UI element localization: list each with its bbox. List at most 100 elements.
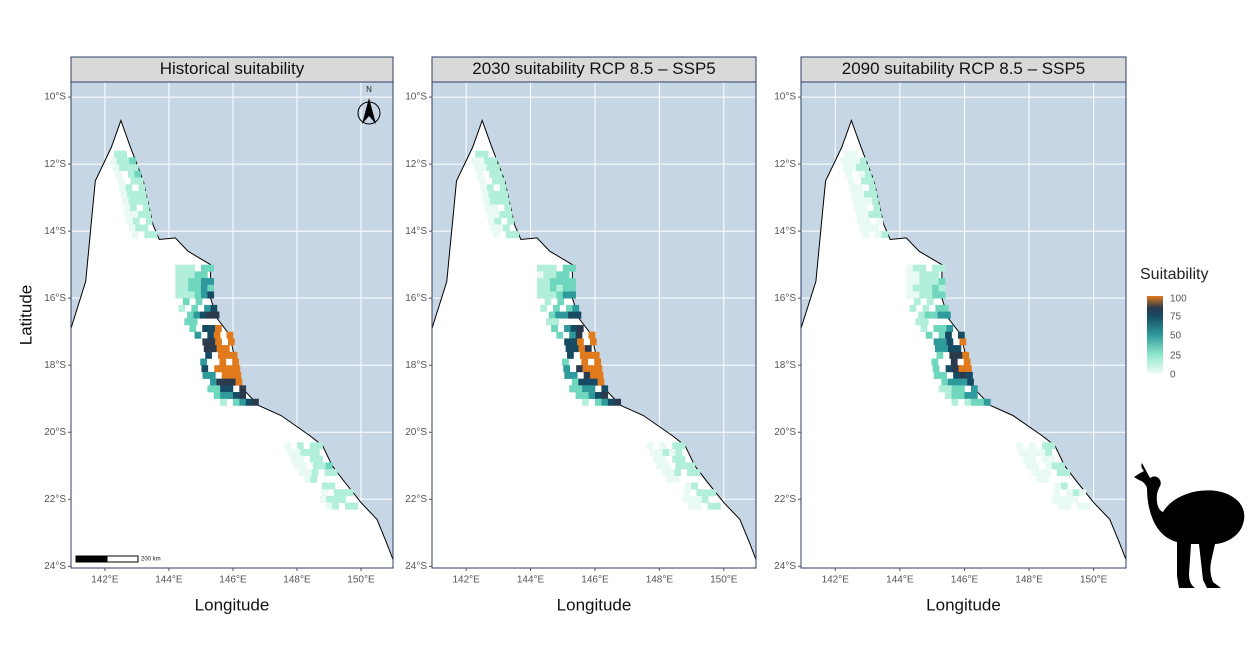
- x-axis-label: Longitude: [195, 595, 270, 614]
- suitability-cell: [189, 325, 197, 333]
- suitability-cell: [232, 358, 239, 366]
- suitability-cell: [122, 157, 130, 165]
- suitability-cell: [906, 278, 914, 286]
- colorbar: [1147, 296, 1163, 374]
- suitability-cell: [563, 365, 571, 373]
- suitability-cell: [239, 392, 247, 400]
- y-tick-label: 16°S: [774, 293, 796, 304]
- suitability-cell: [324, 469, 332, 477]
- suitability-cell: [325, 462, 333, 470]
- suitability-cell: [672, 442, 680, 450]
- y-tick-label: 22°S: [405, 494, 427, 505]
- suitability-cell: [127, 190, 134, 198]
- suitability-cell: [200, 291, 208, 299]
- suitability-cell: [940, 371, 948, 379]
- suitability-cell: [216, 345, 224, 353]
- suitability-cell: [1060, 482, 1068, 490]
- suitability-cell: [958, 365, 966, 373]
- x-tick-label: 144°E: [517, 575, 545, 586]
- suitability-cell: [207, 278, 215, 286]
- suitability-cell: [588, 392, 596, 400]
- suitability-cell: [946, 338, 954, 346]
- suitability-cell: [130, 204, 137, 212]
- suitability-cell: [1042, 475, 1050, 483]
- suitability-cell: [489, 170, 497, 178]
- north-label: N: [366, 85, 372, 94]
- y-tick-label: 20°S: [44, 427, 66, 438]
- suitability-cell: [220, 385, 227, 393]
- suitability-cell: [562, 264, 570, 272]
- strip: [431, 56, 757, 83]
- suitability-cell: [191, 304, 199, 312]
- suitability-cell: [188, 271, 195, 279]
- suitability-cell: [1058, 495, 1066, 503]
- suitability-cell: [582, 365, 590, 373]
- suitability-cell: [876, 217, 884, 225]
- x-tick-label: 146°E: [219, 575, 247, 586]
- suitability-cell: [594, 358, 601, 366]
- suitability-cell: [306, 449, 314, 457]
- suitability-cell: [309, 442, 317, 450]
- suitability-cell: [487, 217, 495, 225]
- suitability-cell: [562, 358, 569, 366]
- suitability-cell: [938, 284, 946, 292]
- suitability-cell: [688, 495, 696, 503]
- scale-bar-white: [106, 555, 139, 563]
- y-tick-label: 10°S: [405, 92, 427, 103]
- suitability-cell: [228, 371, 235, 379]
- suitability-cell: [576, 325, 584, 333]
- suitability-cell: [925, 284, 933, 292]
- suitability-cell: [481, 190, 489, 198]
- suitability-cell: [693, 469, 701, 477]
- y-tick-label: 20°S: [774, 427, 796, 438]
- suitability-cell: [502, 197, 510, 205]
- suitability-cell: [300, 449, 307, 457]
- suitability-cell: [340, 489, 347, 497]
- suitability-cell: [844, 150, 852, 158]
- suitability-cell: [858, 170, 866, 178]
- suitability-cell: [215, 325, 222, 333]
- suitability-cell: [212, 311, 220, 319]
- suitability-cell: [859, 224, 867, 232]
- suitability-cell: [919, 278, 927, 286]
- x-tick-label: 148°E: [1015, 575, 1043, 586]
- suitability-cell: [134, 197, 142, 205]
- suitability-cell: [555, 311, 562, 319]
- suitability-cell: [945, 331, 952, 339]
- suitability-cell: [964, 398, 972, 406]
- y-tick-label: 20°S: [405, 427, 427, 438]
- suitability-cell: [906, 264, 914, 272]
- suitability-cell: [959, 338, 967, 346]
- suitability-cell: [1048, 442, 1056, 450]
- suitability-cell: [582, 398, 589, 406]
- suitability-cell: [200, 278, 208, 286]
- suitability-cell: [322, 482, 329, 490]
- suitability-cell: [296, 442, 304, 450]
- suitability-cell: [125, 211, 132, 219]
- suitability-cell: [938, 291, 946, 299]
- suitability-cell: [941, 345, 949, 353]
- suitability-cell: [565, 304, 573, 312]
- suitability-cell: [846, 157, 854, 165]
- suitability-cell: [128, 224, 136, 232]
- suitability-cell: [184, 318, 192, 326]
- suitability-cell: [870, 190, 878, 198]
- legend-tick-label: 25: [1170, 351, 1182, 362]
- suitability-cell: [202, 325, 209, 333]
- suitability-cell: [486, 184, 494, 192]
- suitability-cell: [496, 197, 504, 205]
- suitability-cell: [925, 291, 933, 299]
- suitability-cell: [589, 338, 597, 346]
- suitability-cell: [569, 284, 576, 292]
- suitability-cell: [220, 398, 227, 406]
- suitability-cell: [199, 311, 207, 319]
- suitability-cell: [1043, 469, 1051, 477]
- suitability-cell: [128, 197, 136, 205]
- suitability-cell: [484, 204, 492, 212]
- suitability-cell: [536, 278, 544, 286]
- suitability-cell: [175, 264, 183, 272]
- suitability-cell: [955, 351, 963, 359]
- x-tick-label: 150°E: [710, 575, 738, 586]
- suitability-cell: [935, 345, 942, 353]
- suitability-cell: [596, 371, 604, 379]
